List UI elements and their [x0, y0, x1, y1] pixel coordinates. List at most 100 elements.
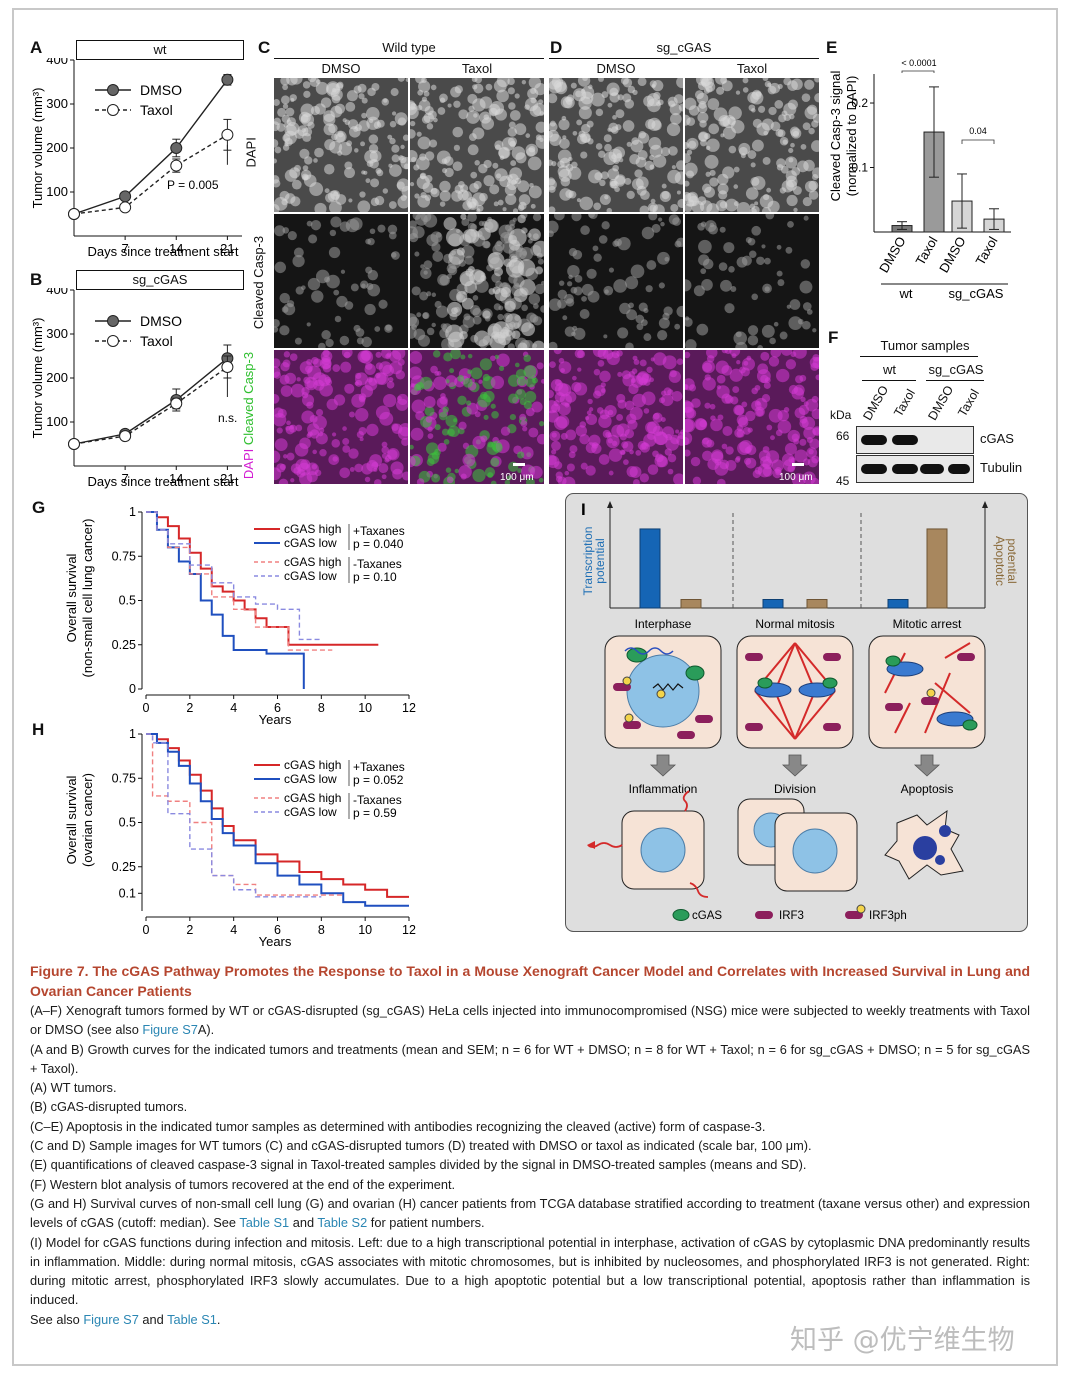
micrograph-texture [685, 142, 690, 150]
row-label-dapi: DAPI [243, 137, 259, 168]
micrograph-texture [661, 393, 674, 407]
micrograph-texture [279, 325, 290, 336]
micrograph-texture [618, 157, 624, 163]
micrograph-texture [643, 308, 649, 314]
micrograph-texture [699, 120, 707, 128]
micrograph-texture [457, 375, 465, 382]
micrograph-texture [329, 140, 343, 154]
micrograph-texture [745, 410, 756, 422]
micrograph-texture [325, 338, 334, 348]
caption-title: Figure 7. The cGAS Pathway Promotes the … [30, 963, 1030, 999]
micrograph-texture [339, 221, 351, 232]
micrograph-texture [708, 123, 720, 135]
micrograph-texture [354, 407, 369, 422]
micrograph-texture [625, 276, 639, 290]
micrograph-texture [478, 163, 488, 174]
micrograph-texture [553, 214, 565, 221]
micrograph-cleaved-casp3 [549, 214, 683, 348]
scale-bar-d [792, 463, 804, 466]
micrograph-texture [517, 214, 526, 224]
micrograph-texture [609, 178, 617, 187]
panel-g-ylabel-1: Overall survival [64, 553, 79, 642]
micrograph-texture [639, 359, 647, 367]
micrograph-texture [432, 251, 444, 262]
micrograph-texture [657, 330, 668, 341]
bar-category-label: DMSO [936, 234, 968, 275]
micrograph-texture [446, 476, 454, 484]
micrograph-texture [500, 287, 512, 298]
micrograph-texture [594, 172, 603, 181]
bar-category-label: Taxol [912, 234, 940, 268]
micrograph-texture [430, 365, 438, 374]
link-table-s2[interactable]: Table S2 [317, 1215, 368, 1231]
micrograph-texture [410, 444, 414, 450]
micrograph-cleaved-casp3 [685, 214, 819, 348]
micrograph-texture [405, 78, 408, 83]
micrograph-texture [481, 117, 495, 130]
micrograph-texture [532, 340, 544, 348]
link-figure-s7[interactable]: Figure S7 [83, 1311, 139, 1327]
micrograph-texture [339, 335, 350, 346]
irf3-protein [745, 723, 763, 731]
micrograph-texture [447, 428, 455, 437]
panel-c-col-dmso: DMSO [321, 61, 361, 76]
micrograph-texture [493, 267, 504, 277]
micrograph-texture [534, 283, 544, 295]
panel-h-ylabel-2: (ovarian cancer) [80, 773, 95, 867]
micrograph-texture [461, 297, 474, 310]
micrograph-texture [549, 159, 554, 166]
panel-b-xlabel: Days since treatment start [88, 474, 239, 489]
micrograph-texture [333, 394, 346, 406]
micrograph-texture [274, 318, 280, 328]
micrograph-texture [661, 183, 667, 189]
irf3-protein [823, 723, 841, 731]
micrograph-texture [359, 280, 369, 289]
micrograph-texture [789, 299, 801, 310]
micrograph-texture [710, 418, 723, 432]
micrograph-texture [709, 403, 716, 410]
micrograph-texture [294, 337, 302, 345]
micrograph-texture [797, 318, 804, 325]
micrograph-texture [487, 252, 505, 270]
micrograph-texture [378, 463, 389, 474]
apoptotic-bar [926, 528, 948, 609]
micrograph-texture [804, 106, 818, 120]
micrograph-texture [274, 99, 280, 106]
micrograph-texture [650, 357, 655, 362]
link-table-s1[interactable]: Table S1 [239, 1215, 290, 1231]
micrograph-texture [751, 139, 764, 152]
micrograph-texture [430, 231, 443, 244]
micrograph-texture [274, 138, 279, 148]
irf3-protein [921, 697, 939, 705]
legend-pvalue-tax: p = 0.052 [353, 773, 404, 787]
panel-e-ylabel-1: Cleaved Casp-3 signal [828, 70, 843, 201]
panel-a-pvalue: P = 0.005 [167, 178, 219, 192]
fragmented-nucleus [939, 825, 951, 837]
micrograph-texture [309, 182, 324, 196]
legend-label-taxol: Taxol [140, 102, 173, 118]
micrograph-texture [357, 350, 371, 364]
micrograph-texture [736, 360, 741, 365]
micrograph-texture [289, 94, 297, 102]
band-tubulin-lane3 [920, 464, 944, 474]
micrograph-texture [725, 198, 739, 212]
micrograph-texture [586, 410, 592, 416]
micrograph-texture [658, 282, 665, 289]
micrograph-texture [377, 224, 386, 233]
micrograph-texture [394, 112, 408, 126]
micrograph-texture [648, 214, 658, 221]
micrograph-texture [624, 429, 635, 439]
micrograph-texture [808, 127, 815, 135]
link-table-s1[interactable]: Table S1 [167, 1311, 217, 1327]
micrograph-texture [803, 426, 816, 440]
micrograph-texture [466, 400, 472, 406]
link-figure-s7[interactable]: Figure S7 [142, 1022, 198, 1038]
panel-b-pvalue: n.s. [218, 411, 237, 425]
micrograph-texture [720, 116, 730, 127]
micrograph-texture [537, 258, 544, 265]
micrograph-texture [550, 379, 564, 392]
micrograph-texture [626, 141, 632, 147]
panel-label-i: I [581, 500, 586, 519]
cgas-protein [626, 647, 648, 663]
micrograph-texture [430, 84, 437, 91]
